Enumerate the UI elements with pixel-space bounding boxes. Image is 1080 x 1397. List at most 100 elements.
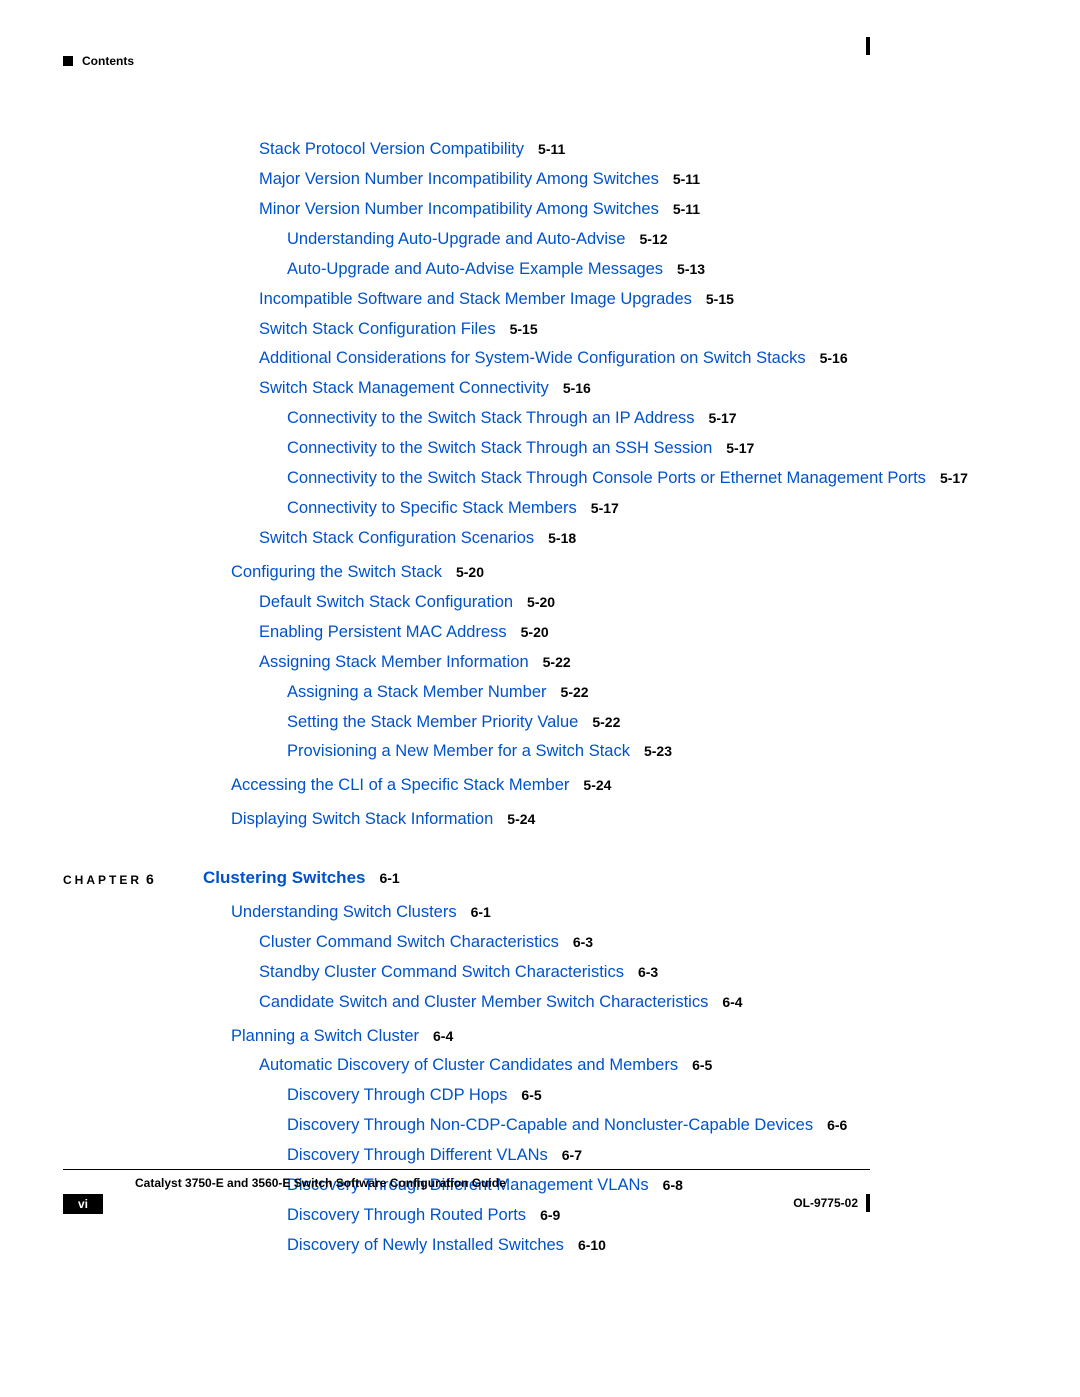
toc-link[interactable]: Understanding Auto-Upgrade and Auto-Advi… [287, 230, 625, 248]
toc-page-ref: 5-17 [591, 500, 619, 516]
toc-entry: Provisioning a New Member for a Switch S… [287, 740, 1017, 764]
toc-entry: Discovery Through Different VLANs 6-7 [287, 1144, 1017, 1168]
toc-page-ref: 6-3 [573, 934, 593, 950]
top-edge-marker [866, 37, 870, 55]
toc-link[interactable]: Connectivity to the Switch Stack Through… [287, 409, 695, 427]
toc-page-ref: 6-10 [578, 1237, 606, 1253]
toc-page-ref: 5-15 [706, 291, 734, 307]
toc-link[interactable]: Accessing the CLI of a Specific Stack Me… [231, 776, 569, 794]
toc-link[interactable]: Connectivity to the Switch Stack Through… [287, 469, 926, 487]
toc-entry: Candidate Switch and Cluster Member Swit… [259, 991, 1017, 1015]
toc-entry: Switch Stack Management Connectivity5-16 [259, 377, 1017, 401]
toc-entry: Standby Cluster Command Switch Character… [259, 961, 1017, 985]
toc-link[interactable]: Minor Version Number Incompatibility Amo… [259, 200, 659, 218]
toc-entry: Switch Stack Configuration Scenarios 5-18 [259, 527, 1017, 551]
toc-link[interactable]: Candidate Switch and Cluster Member Swit… [259, 993, 708, 1011]
toc-link[interactable]: Displaying Switch Stack Information [231, 810, 493, 828]
toc-page-ref: 5-11 [673, 201, 700, 217]
toc-page-ref: 6-1 [471, 904, 491, 920]
toc-page-ref: 5-15 [510, 321, 538, 337]
chapter-page: 6-1 [379, 870, 399, 886]
toc-page-ref: 5-11 [673, 171, 700, 187]
toc-entry: Automatic Discovery of Cluster Candidate… [259, 1054, 1017, 1078]
toc-page-ref: 5-20 [521, 624, 549, 640]
toc-link[interactable]: Connectivity to Specific Stack Members [287, 499, 577, 517]
toc-link[interactable]: Auto-Upgrade and Auto-Advise Example Mes… [287, 260, 663, 278]
toc-entry: Discovery Through Non-CDP-Capable and No… [287, 1114, 1017, 1138]
toc-link[interactable]: Connectivity to the Switch Stack Through… [287, 439, 712, 457]
toc-entry: Auto-Upgrade and Auto-Advise Example Mes… [287, 258, 1017, 282]
toc-link[interactable]: Configuring the Switch Stack [231, 563, 442, 581]
toc-link[interactable]: Understanding Switch Clusters [231, 903, 457, 921]
toc-entry: Minor Version Number Incompatibility Amo… [259, 198, 1017, 222]
toc-page-ref: 5-17 [709, 410, 737, 426]
footer-doc-id-marker [866, 1194, 870, 1212]
toc-page-ref: 6-7 [562, 1147, 582, 1163]
toc-page-ref: 5-24 [583, 777, 611, 793]
toc-entry: Default Switch Stack Configuration 5-20 [259, 591, 1017, 615]
toc-link[interactable]: Enabling Persistent MAC Address [259, 623, 507, 641]
toc-entry: Understanding Auto-Upgrade and Auto-Advi… [287, 228, 1017, 252]
toc-entry: Displaying Switch Stack Information 5-24 [231, 808, 1017, 832]
toc-page-ref: 5-18 [548, 530, 576, 546]
toc-page-ref: 5-20 [527, 594, 555, 610]
toc-entry: Accessing the CLI of a Specific Stack Me… [231, 774, 1017, 798]
toc-page-ref: 6-3 [638, 964, 658, 980]
toc-page-ref: 5-23 [644, 743, 672, 759]
chapter-number: 6 [146, 871, 154, 887]
toc-page-ref: 5-12 [639, 231, 667, 247]
toc-page-ref: 5-16 [820, 350, 848, 366]
toc-entry: Enabling Persistent MAC Address 5-20 [259, 621, 1017, 645]
toc-link[interactable]: Provisioning a New Member for a Switch S… [287, 742, 630, 760]
toc-page-ref: 5-24 [507, 811, 535, 827]
toc-page-ref: 5-22 [592, 714, 620, 730]
toc-page-ref: 5-13 [677, 261, 705, 277]
toc-entry: Connectivity to the Switch Stack Through… [287, 437, 1017, 461]
toc-link[interactable]: Incompatible Software and Stack Member I… [259, 290, 692, 308]
toc-link[interactable]: Switch Stack Configuration Files [259, 320, 496, 338]
toc-link[interactable]: Stack Protocol Version Compatibility [259, 140, 524, 158]
toc-link[interactable]: Switch Stack Management Connectivity [259, 379, 549, 397]
toc-content: Stack Protocol Version Compatibility5-11… [63, 138, 1017, 1264]
toc-entry: Connectivity to the Switch Stack Through… [287, 467, 1017, 491]
toc-page-ref: 5-17 [940, 470, 968, 486]
toc-link[interactable]: Major Version Number Incompatibility Amo… [259, 170, 659, 188]
footer-rule [63, 1169, 870, 1170]
toc-link[interactable]: Default Switch Stack Configuration [259, 593, 513, 611]
toc-link[interactable]: Automatic Discovery of Cluster Candidate… [259, 1056, 678, 1074]
toc-page-ref: 5-22 [543, 654, 571, 670]
toc-page-ref: 5-22 [561, 684, 589, 700]
toc-link[interactable]: Switch Stack Configuration Scenarios [259, 529, 534, 547]
page-number-badge: vi [63, 1194, 103, 1214]
chapter-title-link[interactable]: Clustering Switches [203, 868, 365, 887]
toc-entry: Assigning a Stack Member Number 5-22 [287, 681, 1017, 705]
toc-page-ref: 6-6 [827, 1117, 847, 1133]
toc-entry: Cluster Command Switch Characteristics 6-… [259, 931, 1017, 955]
toc-link[interactable]: Assigning a Stack Member Number [287, 683, 547, 701]
toc-entry: Stack Protocol Version Compatibility5-11 [259, 138, 1017, 162]
toc-entry: Assigning Stack Member Information 5-22 [259, 651, 1017, 675]
toc-link[interactable]: Assigning Stack Member Information [259, 653, 529, 671]
toc-link[interactable]: Additional Considerations for System-Wid… [259, 349, 806, 367]
toc-page-ref: 6-5 [521, 1087, 541, 1103]
toc-page-ref: 5-20 [456, 564, 484, 580]
toc-entry: Switch Stack Configuration Files 5-15 [259, 318, 1017, 342]
toc-entry: Planning a Switch Cluster6-4 [231, 1025, 1017, 1049]
toc-entry: Discovery of Newly Installed Switches 6-1… [287, 1234, 1017, 1258]
header-square-marker [63, 56, 73, 66]
toc-entry: Incompatible Software and Stack Member I… [259, 288, 1017, 312]
toc-link[interactable]: Planning a Switch Cluster [231, 1027, 419, 1045]
toc-link[interactable]: Standby Cluster Command Switch Character… [259, 963, 624, 981]
toc-entry: Connectivity to Specific Stack Members 5-… [287, 497, 1017, 521]
toc-entry: Additional Considerations for System-Wid… [259, 347, 1017, 371]
toc-link[interactable]: Cluster Command Switch Characteristics [259, 933, 559, 951]
toc-link[interactable]: Discovery Through Different VLANs [287, 1146, 548, 1164]
toc-link[interactable]: Discovery of Newly Installed Switches [287, 1236, 564, 1254]
toc-entry: Discovery Through CDP Hops 6-5 [287, 1084, 1017, 1108]
toc-link[interactable]: Discovery Through CDP Hops [287, 1086, 507, 1104]
toc-link[interactable]: Setting the Stack Member Priority Value [287, 713, 578, 731]
chapter-heading-row: CHAPTER6 Clustering Switches6-1 [63, 866, 1017, 891]
toc-link[interactable]: Discovery Through Non-CDP-Capable and No… [287, 1116, 813, 1134]
header-contents-label: Contents [82, 54, 134, 68]
toc-entry: Major Version Number Incompatibility Amo… [259, 168, 1017, 192]
